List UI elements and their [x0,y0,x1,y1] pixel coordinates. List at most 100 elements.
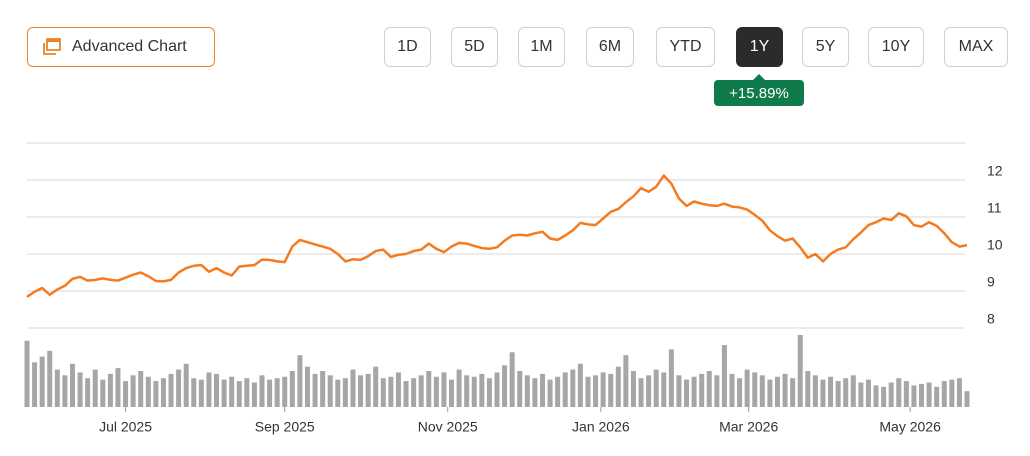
range-button[interactable]: 1D [384,27,431,67]
volume-bar [858,382,864,407]
volume-bar [797,335,803,407]
volume-bar [274,378,280,407]
range-button[interactable]: YTD [656,27,715,67]
volume-bar [183,363,189,407]
volume-bar [471,376,477,407]
volume-bar [115,368,121,407]
volume-bar [320,371,326,407]
volume-bar [653,369,659,407]
x-tick-label: Mar 2026 [719,419,778,435]
volume-bar [805,371,811,407]
volume-bar [418,375,424,407]
volume-bar [32,362,38,407]
volume-bar [896,378,902,407]
volume-bar [881,386,887,407]
volume-bar [562,372,568,407]
volume-bar [365,373,371,407]
volume-bar [911,385,917,407]
volume-bar [304,366,310,407]
volume-bar [509,352,515,407]
volume-bar [684,379,690,407]
volume-bar [835,381,841,407]
volume-bar [335,379,341,407]
advanced-chart-button[interactable]: Advanced Chart [27,27,215,67]
volume-bar [539,373,545,407]
volume-bar [456,369,462,407]
volume-bar [744,369,750,407]
volume-bar [312,373,318,407]
range-button[interactable]: 6M [586,27,634,67]
volume-bar [176,369,182,407]
volume-bar [691,376,697,407]
volume-bar [206,372,212,407]
volume-bar [130,375,136,407]
volume-bar [449,379,455,407]
volume-bar [919,383,925,407]
volume-bar [752,372,758,407]
volume-bar [479,373,485,407]
volume-bar [615,366,621,407]
volume-bar [441,372,447,407]
volume-bar [153,381,159,407]
volume-bar [433,376,439,407]
x-tick-label: Nov 2025 [418,419,478,435]
volume-bar [706,371,712,407]
volume-bar [873,385,879,407]
volume-bar [502,365,508,407]
volume-bar [214,373,220,407]
volume-bar [585,376,591,407]
range-button[interactable]: MAX [944,27,1008,67]
range-button[interactable]: 1Y [736,27,783,67]
change-badge: +15.89% [714,74,804,106]
volume-bar [62,375,68,407]
volume-bar [69,363,75,407]
volume-bar [107,373,113,407]
volume-bar [54,369,60,407]
volume-bar [191,378,197,407]
y-tick-label: 9 [987,274,995,290]
volume-bar [608,373,614,407]
x-tick-label: Jan 2026 [572,419,630,435]
volume-bar [570,369,576,407]
volume-bar [411,378,417,407]
volume-bar [926,382,932,407]
volume-bar [850,375,856,407]
range-button[interactable]: 10Y [868,27,924,67]
volume-bar [380,378,386,407]
volume-bar [138,371,144,407]
x-tick-label: Sep 2025 [255,419,315,435]
volume-bar [577,363,583,407]
volume-bar [676,375,682,407]
volume-bar [600,372,606,407]
volume-bar [774,376,780,407]
volume-bar [251,382,257,407]
y-tick-label: 12 [987,163,1003,179]
volume-bar [358,375,364,407]
volume-bar [77,372,83,407]
volume-bar [289,371,295,407]
volume-bar [865,379,871,407]
volume-bar [168,373,174,407]
range-button[interactable]: 5Y [802,27,849,67]
volume-bar [85,378,91,407]
volume-bar [198,379,204,407]
volume-bar [532,378,538,407]
volume-bar [593,375,599,407]
volume-bar [941,381,947,407]
volume-bar [403,381,409,407]
volume-bar [759,375,765,407]
volume-bar [373,366,379,407]
volume-bar [699,373,705,407]
price-line [26,174,968,298]
range-button[interactable]: 1M [518,27,565,67]
volume-bar [623,355,629,407]
volume-bar [668,349,674,407]
volume-bar [524,375,530,407]
volume-bar [221,379,227,407]
volume-bar [790,378,796,407]
y-tick-label: 11 [987,200,1002,216]
range-button[interactable]: 5D [451,27,498,67]
volume-bar [123,381,129,407]
